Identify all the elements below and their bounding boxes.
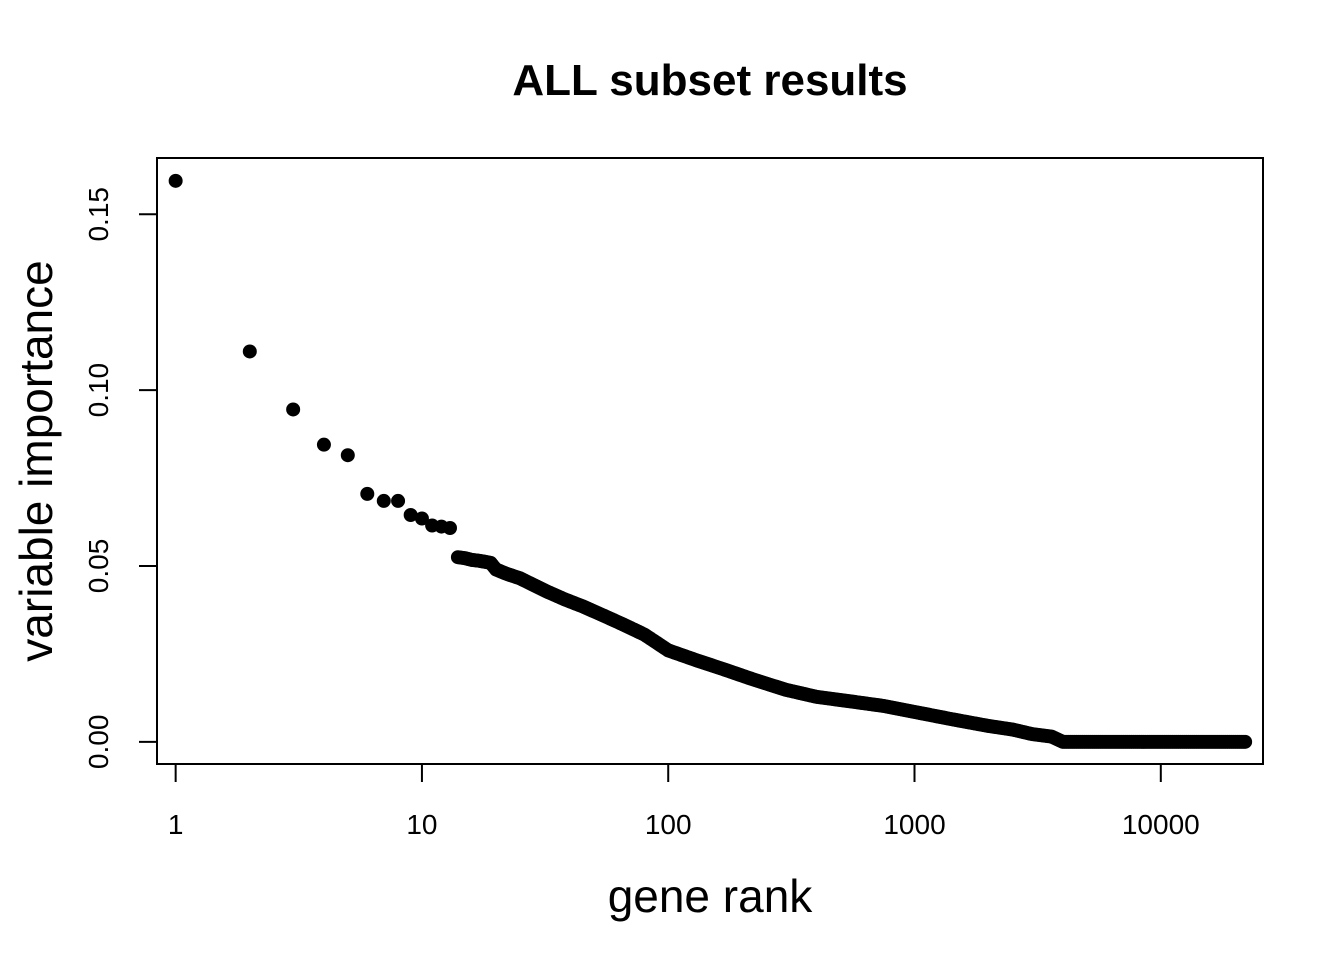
data-point [316,437,331,452]
y-tick-label: 0.15 [83,187,114,242]
data-point [1238,734,1253,749]
x-tick-label: 1000 [883,809,945,840]
y-axis-label: variable importance [10,260,62,661]
data-point [168,173,183,188]
data-point [340,448,355,463]
data-point [286,402,301,417]
x-axis-label: gene rank [608,870,814,922]
x-axis: 1 10 100 1000 10000 [168,763,1200,840]
y-tick-label: 0.00 [83,715,114,770]
data-point [414,511,429,526]
y-tick-label: 0.10 [83,363,114,418]
data-point [376,493,391,508]
data-points [168,173,1253,749]
y-tick-label: 0.05 [83,539,114,594]
data-point [242,344,257,359]
chart-title: ALL subset results [512,56,907,105]
x-tick-label: 1 [168,809,184,840]
data-point [442,521,457,536]
x-tick-label: 100 [645,809,692,840]
data-point [360,486,375,501]
y-axis: 0.00 0.05 0.10 0.15 [83,187,158,770]
data-point [403,507,418,522]
x-tick-label: 10000 [1122,809,1200,840]
x-tick-label: 10 [406,809,437,840]
data-point [391,493,406,508]
